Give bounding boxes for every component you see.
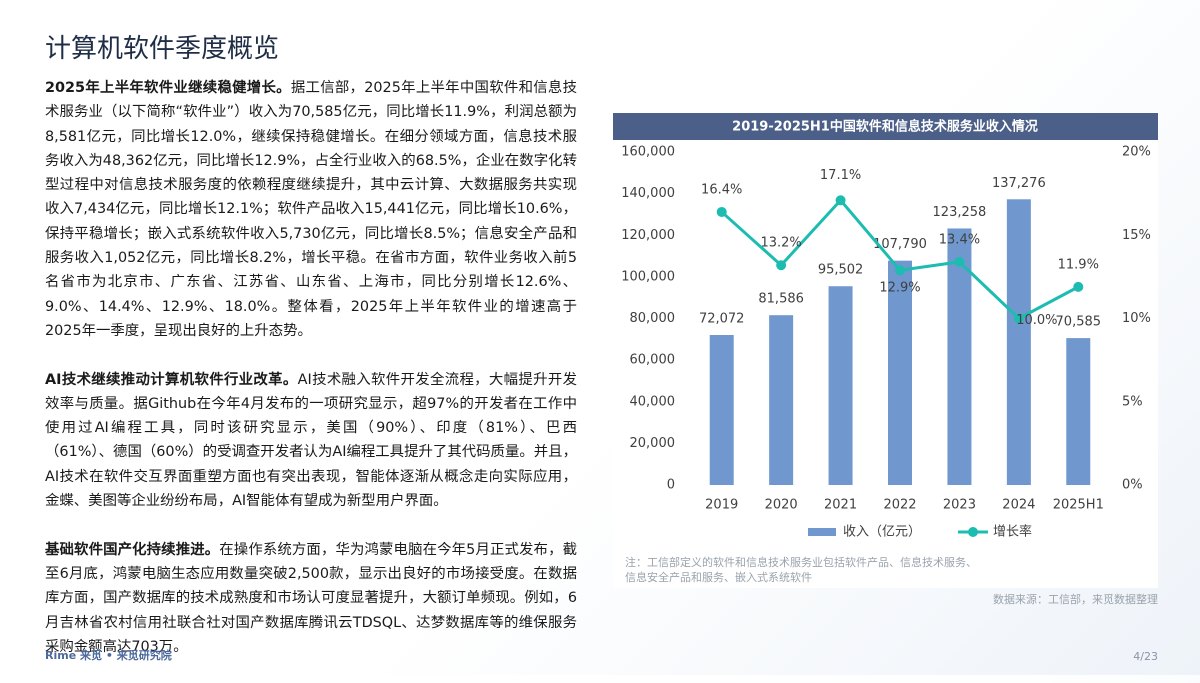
page-title: 计算机软件季度概览 bbox=[45, 34, 280, 64]
y2-tick-label: 0% bbox=[1122, 478, 1143, 493]
line-label: 12.9% bbox=[879, 281, 920, 296]
org: 来觅研究院 bbox=[116, 649, 172, 662]
y-tick-label: 40,000 bbox=[630, 394, 676, 409]
x-tick-label: 2020 bbox=[765, 498, 798, 513]
y-tick-label: 60,000 bbox=[630, 353, 676, 368]
bar bbox=[888, 260, 912, 485]
text: 据工信部，2025年上半年中国软件和信息技术服务业（以下简称“软件业”）收入为7… bbox=[45, 80, 577, 339]
brand-name: Rime 来觅 bbox=[45, 649, 102, 662]
line-point bbox=[895, 265, 905, 276]
line-point bbox=[835, 195, 846, 206]
x-tick-label: 2023 bbox=[943, 498, 976, 513]
line-label: 13.2% bbox=[760, 236, 801, 251]
x-tick-label: 2025H1 bbox=[1053, 498, 1104, 513]
y-tick-label: 120,000 bbox=[621, 228, 675, 243]
page-number: 4/23 bbox=[1133, 650, 1158, 663]
bar-label: 123,258 bbox=[933, 205, 987, 220]
bar-label: 81,586 bbox=[758, 292, 804, 307]
line-label: 17.1% bbox=[820, 168, 861, 183]
legend-label: 收入（亿元） bbox=[843, 525, 921, 540]
note: 信息安全产品和服务、嵌入式系统软件 bbox=[625, 570, 812, 584]
y-tick-label: 80,000 bbox=[630, 311, 676, 326]
lead: AI技术继续推动计算机软件行业改革。 bbox=[45, 371, 298, 388]
y2-tick-label: 5% bbox=[1122, 394, 1143, 409]
bar bbox=[1066, 338, 1091, 485]
bar-label: 70,585 bbox=[1056, 315, 1102, 330]
bar-label: 95,502 bbox=[818, 263, 864, 278]
y-tick-label: 0 bbox=[667, 478, 675, 493]
line-label: 10.0% bbox=[1016, 313, 1057, 328]
x-tick-label: 2021 bbox=[824, 498, 857, 513]
y-tick-label: 100,000 bbox=[621, 269, 675, 284]
lead: 2025年上半年软件业继续稳健增长。 bbox=[45, 80, 291, 96]
y-tick-label: 160,000 bbox=[621, 145, 675, 160]
legend-swatch bbox=[808, 528, 836, 536]
line-point bbox=[776, 260, 787, 271]
text: AI技术融入软件开发全流程，大幅提升开发效率与质量。据Github在今年4月发布… bbox=[45, 371, 577, 510]
x-tick-label: 2024 bbox=[1002, 498, 1035, 513]
text: 在操作系统方面，华为鸿蒙电脑在今年5月正式发布，截至6月底，鸿蒙电脑生态应用数量… bbox=[45, 541, 577, 655]
paragraph: 2025年上半年软件业继续稳健增长。据工信部，2025年上半年中国软件和信息技术… bbox=[45, 76, 577, 343]
bar-label: 107,790 bbox=[873, 237, 927, 252]
y2-tick-label: 10% bbox=[1122, 311, 1151, 326]
line-point bbox=[954, 256, 965, 267]
note: 注：工信部定义的软件和信息技术服务业包括软件产品、信息技术服务、 bbox=[625, 555, 977, 569]
bar-label: 137,276 bbox=[992, 176, 1046, 191]
brand: Rime 来觅 • 来觅研究院 bbox=[45, 649, 172, 662]
chart-title: 2019-2025H1中国软件和信息技术服务业收入情况 bbox=[732, 119, 1038, 135]
legend-swatch bbox=[968, 527, 978, 537]
x-tick-label: 2019 bbox=[705, 498, 738, 513]
line-label: 13.4% bbox=[939, 232, 980, 247]
paragraph: 基础软件国产化持续推进。在操作系统方面，华为鸿蒙电脑在今年5月正式发布，截至6月… bbox=[45, 538, 577, 659]
bar bbox=[828, 286, 853, 485]
y2-tick-label: 15% bbox=[1122, 228, 1151, 243]
bar bbox=[769, 315, 794, 485]
bar bbox=[709, 335, 734, 485]
chart-header bbox=[613, 113, 1158, 140]
bar bbox=[947, 228, 972, 485]
y2-tick-label: 20% bbox=[1122, 145, 1151, 160]
bar-label: 72,072 bbox=[699, 312, 745, 327]
bar bbox=[1006, 199, 1031, 486]
y-tick-label: 140,000 bbox=[621, 186, 675, 201]
line-point bbox=[1013, 313, 1024, 324]
x-tick-label: 2022 bbox=[883, 498, 916, 513]
line-label: 16.4% bbox=[701, 182, 742, 197]
y-tick-label: 20,000 bbox=[630, 436, 676, 451]
paragraph: AI技术继续推动计算机软件行业改革。AI技术融入软件开发全流程，大幅提升开发效率… bbox=[45, 368, 577, 514]
lead: 基础软件国产化持续推进。 bbox=[45, 541, 220, 558]
body-text: 2025年上半年软件业继续稳健增长。据工信部，2025年上半年中国软件和信息技术… bbox=[45, 76, 577, 683]
legend-label: 增长率 bbox=[993, 524, 1032, 540]
source: 数据来源：工信部，来觅数据整理 bbox=[993, 592, 1158, 606]
line-point bbox=[1073, 281, 1084, 292]
line-label: 11.9% bbox=[1058, 257, 1099, 272]
line-point bbox=[716, 206, 727, 217]
